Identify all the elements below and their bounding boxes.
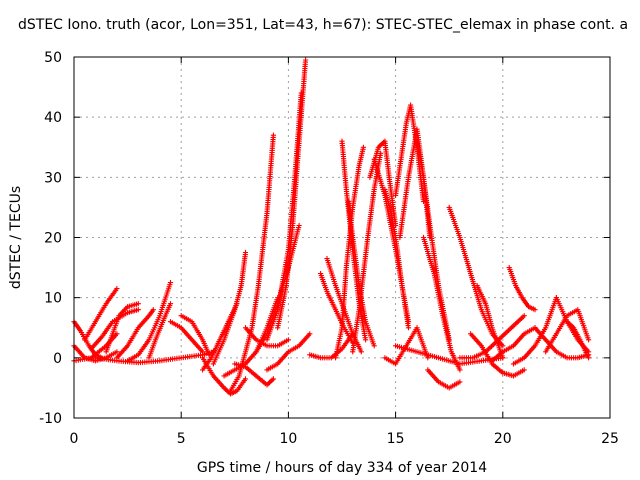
series-markers <box>564 319 592 361</box>
series-markers <box>506 265 538 313</box>
series-35 <box>414 138 452 343</box>
series-markers <box>167 319 206 355</box>
y-tick-label: 50 <box>44 50 62 66</box>
series-6 <box>114 307 156 361</box>
series-line <box>126 281 172 362</box>
series-3 <box>82 286 120 343</box>
series-markers <box>125 280 174 364</box>
series-markers <box>382 186 412 331</box>
series-16 <box>221 295 281 379</box>
series-markers <box>264 331 313 373</box>
series-markers <box>420 234 463 373</box>
series-markers <box>543 307 592 355</box>
series-markers <box>318 271 356 346</box>
x-tick-label: 20 <box>494 431 512 447</box>
series-line <box>229 134 275 392</box>
series-markers <box>414 138 452 343</box>
series-43 <box>474 283 506 361</box>
series-markers <box>350 150 384 355</box>
series-44 <box>506 265 538 313</box>
series-markers <box>393 102 427 204</box>
series-11 <box>92 349 216 366</box>
series-38 <box>382 325 431 367</box>
series-markers <box>468 331 527 379</box>
series-markers <box>82 286 120 343</box>
x-tick-label: 25 <box>601 431 619 447</box>
series-8 <box>146 301 174 361</box>
series-markers <box>221 295 281 379</box>
series-markers <box>474 283 506 361</box>
series-markers <box>446 204 506 349</box>
series-21 <box>275 57 309 331</box>
series-markers <box>178 313 212 358</box>
series-markers <box>92 349 216 366</box>
series-26 <box>333 144 366 361</box>
x-tick-label: 15 <box>387 431 405 447</box>
x-tick-label: 0 <box>70 431 79 447</box>
series-markers <box>232 361 276 388</box>
x-axis-label: GPS time / hours of day 334 of year 2014 <box>197 460 487 476</box>
series-markers <box>114 307 156 361</box>
series-5 <box>103 301 141 355</box>
x-tick-label: 10 <box>279 431 297 447</box>
series-markers <box>275 57 309 331</box>
chart-title: dSTEC Iono. truth (acor, Lon=351, Lat=43… <box>18 17 629 33</box>
grid <box>74 57 610 418</box>
series-42 <box>468 331 527 379</box>
series-19 <box>253 222 302 355</box>
series-markers <box>200 301 240 373</box>
y-tick-label: -10 <box>39 411 62 427</box>
axis-ticks: 0 5 10 15 20 25 -10 0 10 20 30 40 50 <box>39 50 619 447</box>
series-7 <box>125 280 174 364</box>
plot-frame <box>73 56 611 419</box>
series-40 <box>446 204 506 349</box>
series-48 <box>532 325 592 361</box>
series-markers <box>253 222 302 355</box>
series-markers <box>345 198 377 349</box>
y-tick-label: 0 <box>53 351 62 367</box>
series-markers <box>425 367 463 391</box>
series-46 <box>510 295 559 367</box>
series-50 <box>564 319 592 361</box>
series-10 <box>178 313 212 358</box>
data-series <box>71 57 592 397</box>
series-36 <box>420 234 463 373</box>
series-37 <box>425 367 463 391</box>
series-24 <box>318 271 356 346</box>
y-axis-label: dSTEC / TECUs <box>8 186 24 289</box>
series-33 <box>393 102 427 204</box>
series-markers <box>489 325 538 364</box>
series-22 <box>264 331 313 373</box>
series-29 <box>350 150 384 355</box>
series-markers <box>103 301 141 355</box>
x-tick-label: 5 <box>177 431 186 447</box>
y-tick-label: 20 <box>44 231 62 247</box>
y-tick-label: 10 <box>44 291 62 307</box>
series-45 <box>489 325 538 364</box>
y-tick-label: 40 <box>44 110 62 126</box>
series-28 <box>345 198 377 349</box>
series-9 <box>167 319 206 355</box>
series-markers <box>510 295 559 367</box>
series-markers <box>382 325 431 367</box>
series-32 <box>382 186 412 331</box>
series-15 <box>200 301 240 373</box>
series-17 <box>232 361 276 388</box>
y-tick-label: 30 <box>44 170 62 186</box>
series-49 <box>543 307 592 355</box>
series-markers <box>146 301 174 361</box>
